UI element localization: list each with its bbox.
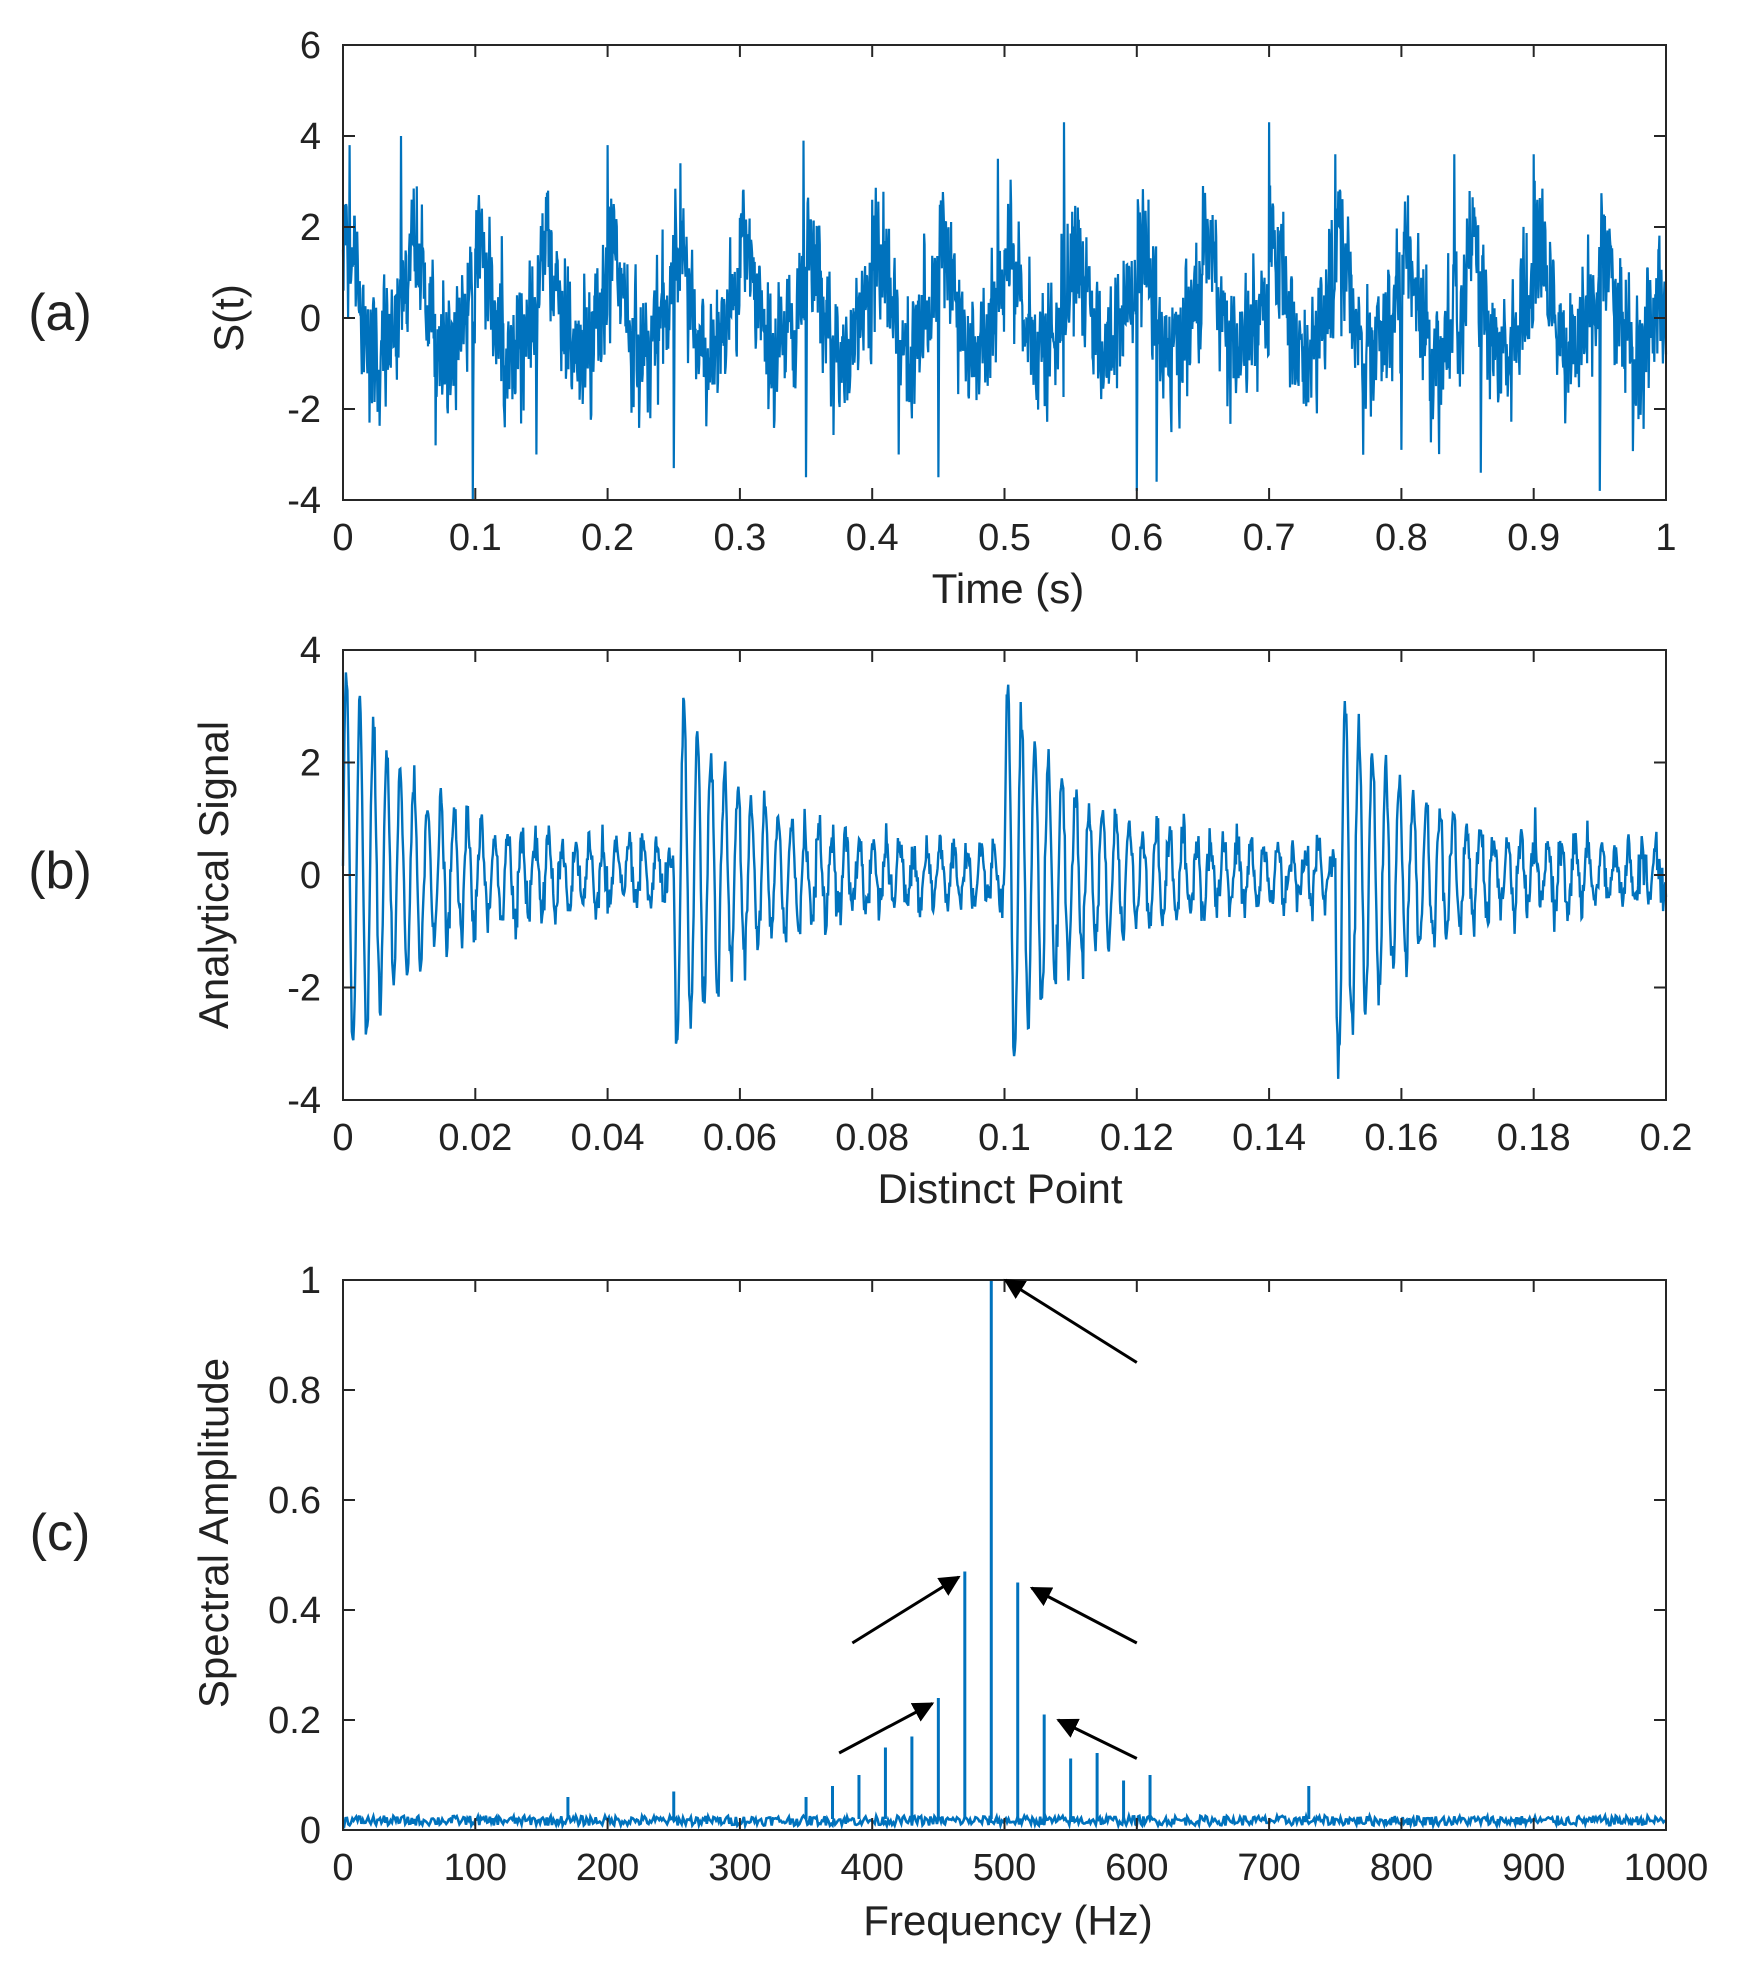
annotation-arrow (1056, 1718, 1138, 1760)
x-tick-label: 0.12 (1100, 1117, 1174, 1159)
x-tick-label: 0.2 (581, 517, 634, 559)
annotation-arrow (851, 1575, 961, 1645)
panel-b-ticks: 0 0.02 0.04 0.06 0.08 0.1 0.12 0.14 0.16 0.18 0.2 -… (287, 630, 1692, 1159)
x-tick-label: 1 (1655, 517, 1676, 559)
signal-line (341, 122, 1668, 501)
x-tick-label: 0.18 (1497, 1117, 1571, 1159)
x-tick-label: 0 (332, 1847, 353, 1889)
x-tick-label: 0.9 (1507, 517, 1560, 559)
analytical-signal-line (341, 672, 1668, 1079)
panel-c: (c) 0 100 200 300 400 500 600 700 800 900 1000 0 0.2… (30, 1260, 1709, 1944)
panel-b-xlabel: Distinct Point (877, 1165, 1122, 1212)
y-tick-label: 0.2 (268, 1700, 321, 1742)
annotation-arrow (1029, 1586, 1138, 1645)
x-tick-label: 0.08 (835, 1117, 909, 1159)
y-tick-label: 0.8 (268, 1370, 321, 1412)
panel-a-series (341, 122, 1668, 501)
x-tick-label: 1000 (1624, 1847, 1709, 1889)
y-tick-label: 0 (300, 1810, 321, 1852)
y-tick-label: -2 (287, 389, 321, 431)
x-tick-label: 0.4 (846, 517, 899, 559)
y-tick-label: -4 (287, 1080, 321, 1122)
y-tick-label: 0.6 (268, 1480, 321, 1522)
x-tick-label: 0.14 (1232, 1117, 1306, 1159)
x-tick-label: 400 (840, 1847, 903, 1889)
x-tick-label: 0.8 (1375, 517, 1428, 559)
annotation-arrow (838, 1702, 935, 1755)
x-tick-label: 0.1 (449, 517, 502, 559)
y-tick-label: 2 (300, 207, 321, 249)
x-tick-label: 0.2 (1640, 1117, 1693, 1159)
x-tick-label: 0.5 (978, 517, 1031, 559)
y-tick-label: -4 (287, 480, 321, 522)
x-tick-label: 800 (1370, 1847, 1433, 1889)
x-tick-label: 0.02 (438, 1117, 512, 1159)
y-tick-label: -2 (287, 968, 321, 1010)
y-tick-label: 6 (300, 25, 321, 67)
x-tick-label: 700 (1237, 1847, 1300, 1889)
panel-c-series (341, 1280, 1666, 1831)
annotation-arrow (1003, 1278, 1138, 1364)
panel-b-series (341, 672, 1668, 1079)
panel-c-arrows (838, 1278, 1138, 1760)
panel-c-ticks: 0 100 200 300 400 500 600 700 800 900 1000 0 0.2 0.4 0… (268, 1260, 1708, 1889)
panel-a: (a) 0 0.1 0.2 0.3 0.4 0.5 0.6 0.7 0.8 0.9 1 -4 -2 0 2 4… (28, 25, 1676, 612)
panel-a-ticks: 0 0.1 0.2 0.3 0.4 0.5 0.6 0.7 0.8 0.9 1 -4 -2 0 2 4 6 (287, 25, 1676, 559)
y-tick-label: 4 (300, 116, 321, 158)
x-tick-label: 200 (576, 1847, 639, 1889)
y-tick-label: 0.4 (268, 1590, 321, 1632)
x-tick-label: 900 (1502, 1847, 1565, 1889)
x-tick-label: 0.3 (713, 517, 766, 559)
panel-a-ylabel: S(t) (205, 284, 252, 352)
y-tick-label: 1 (300, 1260, 321, 1302)
panel-a-xlabel: Time (s) (932, 565, 1084, 612)
y-tick-label: 0 (300, 855, 321, 897)
x-tick-label: 0.16 (1364, 1117, 1438, 1159)
panel-c-frame (342, 1279, 1667, 1831)
panel-c-ylabel: Spectral Amplitude (190, 1358, 237, 1708)
panel-b-ylabel: Analytical Signal (190, 721, 237, 1029)
panel-a-label: (a) (28, 284, 92, 342)
x-tick-label: 300 (708, 1847, 771, 1889)
x-tick-label: 500 (973, 1847, 1036, 1889)
y-tick-label: 4 (300, 630, 321, 672)
panel-b: (b) 0 0.02 0.04 0.06 0.08 0.1 0.12 0.14 0.16 0.18… (28, 630, 1692, 1212)
panel-b-label: (b) (28, 842, 92, 900)
x-tick-label: 0 (332, 1117, 353, 1159)
x-tick-label: 0.06 (703, 1117, 777, 1159)
x-tick-label: 100 (444, 1847, 507, 1889)
x-tick-label: 0.6 (1110, 517, 1163, 559)
x-tick-label: 0.1 (978, 1117, 1031, 1159)
x-tick-label: 0 (332, 517, 353, 559)
panel-c-xlabel: Frequency (Hz) (863, 1897, 1152, 1944)
x-tick-label: 600 (1105, 1847, 1168, 1889)
panel-c-label: (c) (30, 1504, 91, 1562)
x-tick-label: 0.7 (1243, 517, 1296, 559)
x-tick-label: 0.04 (571, 1117, 645, 1159)
y-tick-label: 2 (300, 743, 321, 785)
y-tick-label: 0 (300, 298, 321, 340)
